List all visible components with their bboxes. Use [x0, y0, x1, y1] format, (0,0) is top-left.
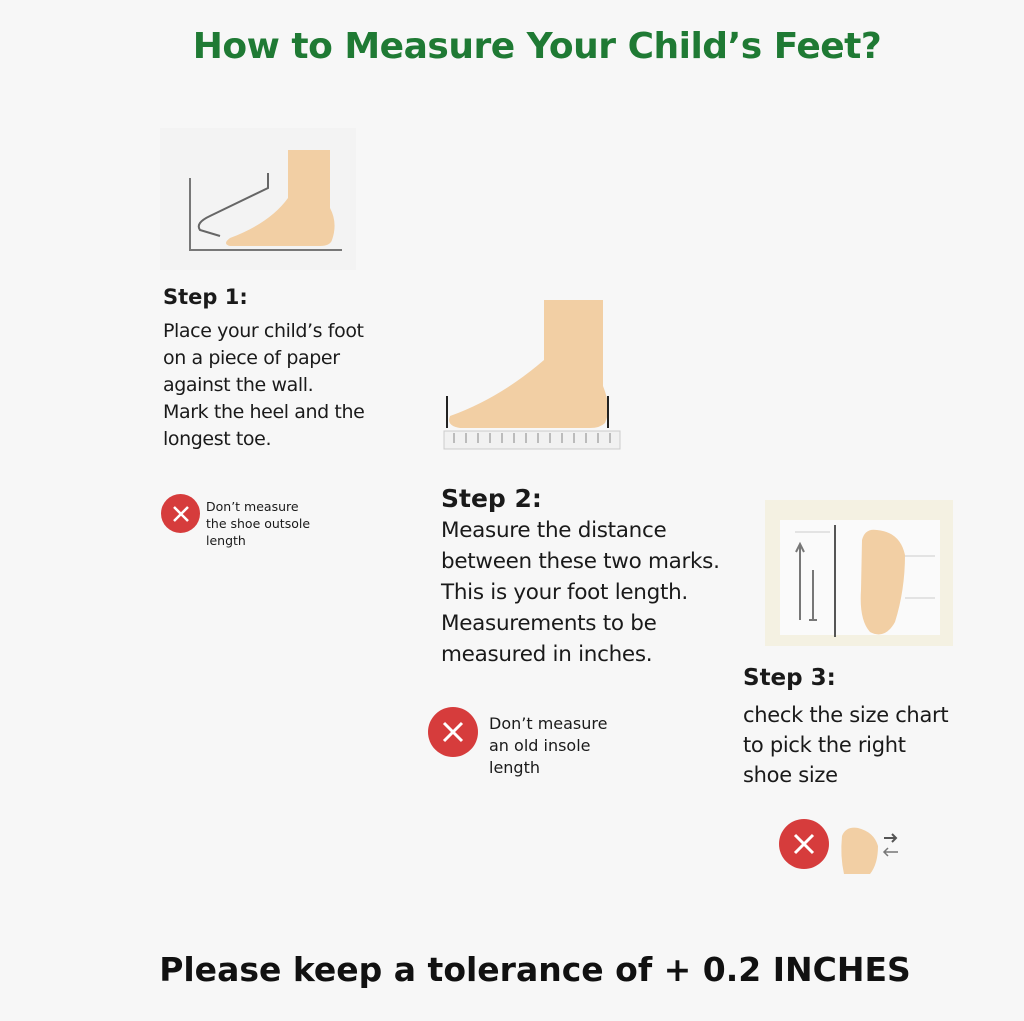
foot-against-wall-icon — [160, 128, 356, 270]
foot-on-ruler-icon — [440, 298, 622, 453]
step-3-heading: Step 3: — [743, 665, 836, 691]
warning-x-icon — [428, 707, 478, 757]
step-2-instructions: Measure the distance between these two m… — [441, 518, 720, 667]
step-1-warning: Don’t measure the shoe outsole length — [206, 499, 311, 548]
foot-with-arrows-icon — [838, 824, 902, 876]
page-title: How to Measure Your Child’s Feet? — [192, 26, 882, 67]
warning-x-icon — [161, 494, 200, 533]
step-2-heading: Step 2: — [441, 484, 542, 513]
warning-x-icon — [779, 819, 829, 869]
step-1-heading: Step 1: — [163, 285, 248, 309]
tolerance-note: Please keep a tolerance of + 0.2 INCHES — [159, 950, 911, 989]
step-2-warning: Don’t measure an old insole length — [489, 714, 608, 777]
foot-size-chart-icon — [765, 500, 953, 646]
step-3-instructions: check the size chart to pick the right s… — [743, 703, 949, 787]
step-1-instructions: Place your child’s foot on a piece of pa… — [163, 320, 365, 450]
